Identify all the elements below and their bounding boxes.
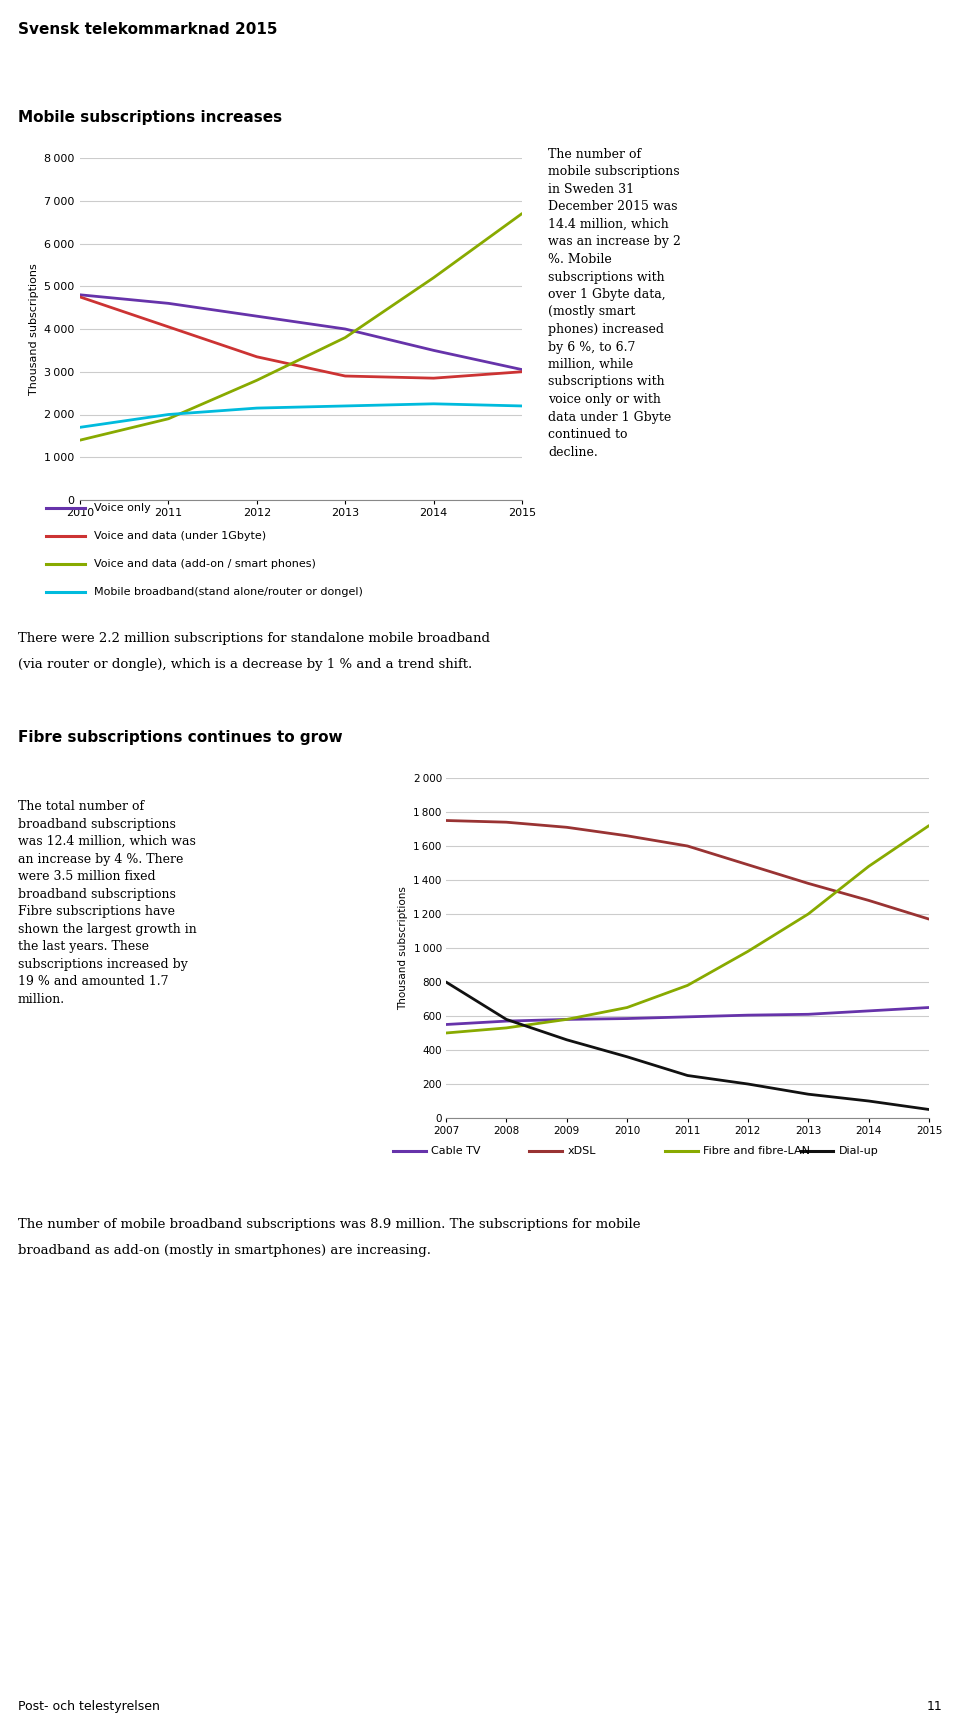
Text: 11: 11 <box>926 1700 942 1712</box>
Text: There were 2.2 million subscriptions for standalone mobile broadband: There were 2.2 million subscriptions for… <box>18 632 490 645</box>
Text: Voice and data (under 1Gbyte): Voice and data (under 1Gbyte) <box>94 530 267 541</box>
Text: Fibre and fibre-LAN: Fibre and fibre-LAN <box>703 1146 810 1156</box>
Y-axis label: Thousand subscriptions: Thousand subscriptions <box>397 886 408 1009</box>
Text: xDSL: xDSL <box>567 1146 596 1156</box>
Text: The number of mobile broadband subscriptions was 8.9 million. The subscriptions : The number of mobile broadband subscript… <box>18 1218 640 1230</box>
Text: broadband as add-on (mostly in smartphones) are increasing.: broadband as add-on (mostly in smartphon… <box>18 1244 431 1256</box>
Text: Post- och telestyrelsen: Post- och telestyrelsen <box>18 1700 160 1712</box>
Text: Dial-up: Dial-up <box>839 1146 878 1156</box>
Text: Cable TV: Cable TV <box>431 1146 481 1156</box>
Text: Fibre subscriptions continues to grow: Fibre subscriptions continues to grow <box>18 729 343 745</box>
Text: Mobile subscriptions increases: Mobile subscriptions increases <box>18 111 282 124</box>
Y-axis label: Thousand subscriptions: Thousand subscriptions <box>29 263 38 396</box>
Text: (via router or dongle), which is a decrease by 1 % and a trend shift.: (via router or dongle), which is a decre… <box>18 658 472 670</box>
Text: The number of
mobile subscriptions
in Sweden 31
December 2015 was
14.4 million, : The number of mobile subscriptions in Sw… <box>548 149 681 458</box>
Text: Voice only: Voice only <box>94 503 151 513</box>
Text: The total number of
broadband subscriptions
was 12.4 million, which was
an incre: The total number of broadband subscripti… <box>18 800 197 1006</box>
Text: Svensk telekommarknad 2015: Svensk telekommarknad 2015 <box>18 22 277 36</box>
Text: Mobile broadband(stand alone/router or dongel): Mobile broadband(stand alone/router or d… <box>94 588 363 598</box>
Text: Voice and data (add-on / smart phones): Voice and data (add-on / smart phones) <box>94 560 316 569</box>
